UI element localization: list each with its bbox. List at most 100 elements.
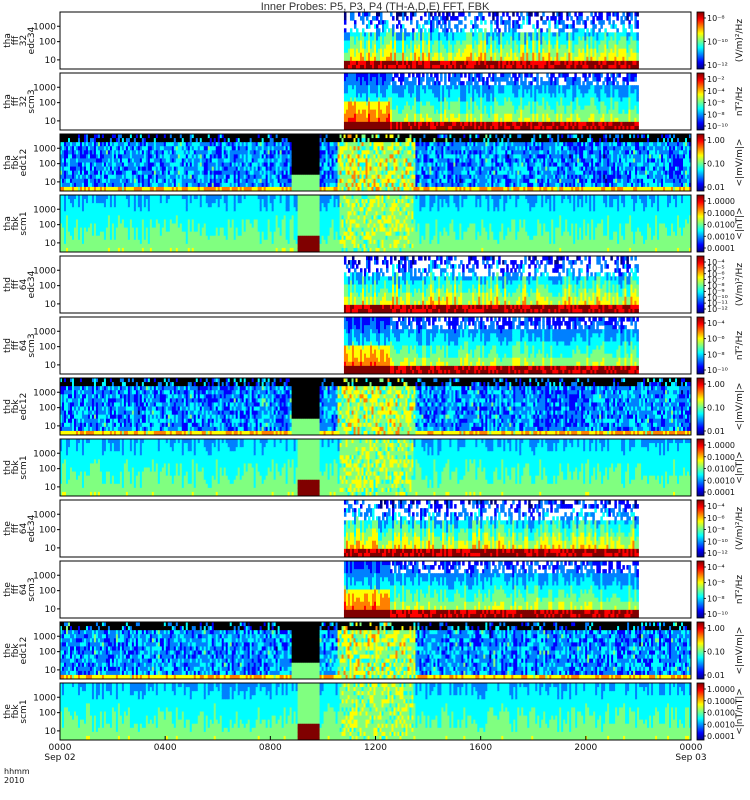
spectrogram-cell — [376, 97, 379, 102]
spectrogram-cell — [410, 113, 413, 119]
spectrogram-cell — [488, 73, 491, 78]
spectrogram-cell — [394, 40, 397, 46]
spectrogram-cell — [343, 16, 347, 21]
spectrogram-cell — [416, 73, 419, 78]
spectrogram-cell — [416, 89, 419, 94]
spectrogram-cell — [540, 48, 543, 54]
spectrogram-cell — [600, 64, 603, 70]
spectrogram-cell — [602, 60, 605, 66]
spectrogram-cell — [446, 109, 449, 115]
spectrogram-cell — [422, 64, 425, 70]
spectrogram-cell — [460, 52, 463, 58]
spectrogram-cell — [550, 16, 553, 21]
spectrogram-cell — [604, 60, 607, 66]
spectrogram-cell — [466, 117, 469, 123]
spectrogram-cell — [458, 101, 461, 107]
spectrogram-cell — [454, 93, 457, 98]
spectrogram-cell — [468, 101, 471, 107]
spectrogram-cell — [476, 60, 479, 66]
spectrogram-cell — [586, 60, 589, 66]
spectrogram-cell — [592, 52, 595, 58]
spectrogram-cell — [418, 121, 421, 127]
spectrogram-cell — [386, 81, 389, 86]
spectrogram-cell — [582, 60, 585, 66]
spectrogram-cell — [616, 64, 619, 70]
spectrogram-cell — [536, 52, 539, 58]
spectrogram-cell — [343, 109, 347, 115]
spectrogram-cell — [444, 24, 447, 29]
spectrogram-cell — [458, 97, 461, 102]
spectrogram-cell — [374, 101, 377, 107]
spectrogram-cell — [482, 77, 485, 82]
spectrogram-cell — [414, 44, 417, 50]
spectrogram-cell — [374, 109, 377, 115]
spectrogram-cell — [464, 73, 467, 78]
spectrogram-cell — [550, 64, 553, 70]
spectrogram-cell — [440, 97, 443, 102]
spectrogram-cell — [426, 105, 429, 111]
spectrogram-cell — [394, 73, 397, 78]
spectrogram-cell — [374, 44, 377, 50]
spectrogram-cell — [406, 121, 409, 127]
spectrogram-cell — [355, 121, 359, 127]
spectrogram-cell — [528, 52, 531, 58]
spectrogram-cell — [428, 20, 431, 25]
spectrogram-cell — [514, 32, 517, 37]
spectrogram-cell — [554, 40, 557, 46]
spectrogram-cell — [392, 56, 395, 62]
spectrogram-cell — [478, 97, 481, 102]
spectrogram-cell — [353, 97, 357, 102]
spectrogram-cell — [578, 56, 581, 62]
spectrogram-cell — [380, 36, 383, 41]
spectrogram-cell — [434, 125, 437, 131]
spectrogram-cell — [518, 64, 521, 70]
spectrogram-cell — [378, 89, 381, 94]
spectrogram-cell — [462, 97, 465, 102]
spectrogram-cell — [606, 73, 609, 78]
spectrogram-cell — [450, 109, 453, 115]
spectrogram-cell — [540, 52, 543, 58]
spectrogram-cell — [444, 81, 447, 86]
spectrogram-cell — [351, 89, 355, 94]
spectrogram-cell — [480, 20, 483, 25]
spectrogram-cell — [542, 52, 545, 58]
spectrogram-cell — [371, 16, 375, 21]
spectrogram-cell — [604, 40, 607, 46]
spectrogram-cell — [612, 60, 615, 66]
spectrogram-cell — [598, 64, 601, 70]
spectrogram-cell — [365, 48, 369, 54]
spectrogram-cell — [590, 56, 593, 62]
spectrogram-cell — [538, 32, 541, 37]
spectrogram-cell — [420, 32, 423, 37]
spectrogram-cell — [460, 105, 463, 111]
spectrogram-cell — [574, 12, 577, 17]
spectrogram-cell — [530, 52, 533, 58]
spectrogram-cell — [357, 77, 361, 82]
spectrogram-cell — [371, 64, 375, 70]
spectrogram-cell — [466, 97, 469, 102]
spectrogram-cell — [476, 85, 479, 90]
spectrogram-cell — [506, 48, 509, 54]
spectrogram-cell — [480, 32, 483, 37]
spectrogram-cell — [490, 56, 493, 62]
spectrogram-cell — [572, 32, 575, 37]
spectrogram-cell — [347, 40, 351, 46]
spectrogram-cell — [512, 12, 515, 17]
spectrogram-cell — [374, 105, 377, 111]
spectrogram-cell — [504, 28, 507, 33]
spectrogram-cell — [363, 48, 367, 54]
spectrogram-cell — [412, 97, 415, 102]
spectrogram-cell — [430, 60, 433, 66]
spectrogram-cell — [345, 109, 349, 115]
spectrogram-cell — [361, 12, 365, 17]
spectrogram-cell — [546, 32, 549, 37]
spectrogram-cell — [408, 97, 411, 102]
spectrogram-cell — [444, 77, 447, 82]
spectrogram-cell — [486, 101, 489, 107]
spectrogram-cell — [347, 32, 351, 37]
spectrogram-cell — [478, 101, 481, 107]
spectrogram-cell — [572, 60, 575, 66]
spectrogram-cell — [464, 48, 467, 54]
spectrogram-cell — [376, 60, 379, 66]
spectrogram-cell — [512, 40, 515, 46]
